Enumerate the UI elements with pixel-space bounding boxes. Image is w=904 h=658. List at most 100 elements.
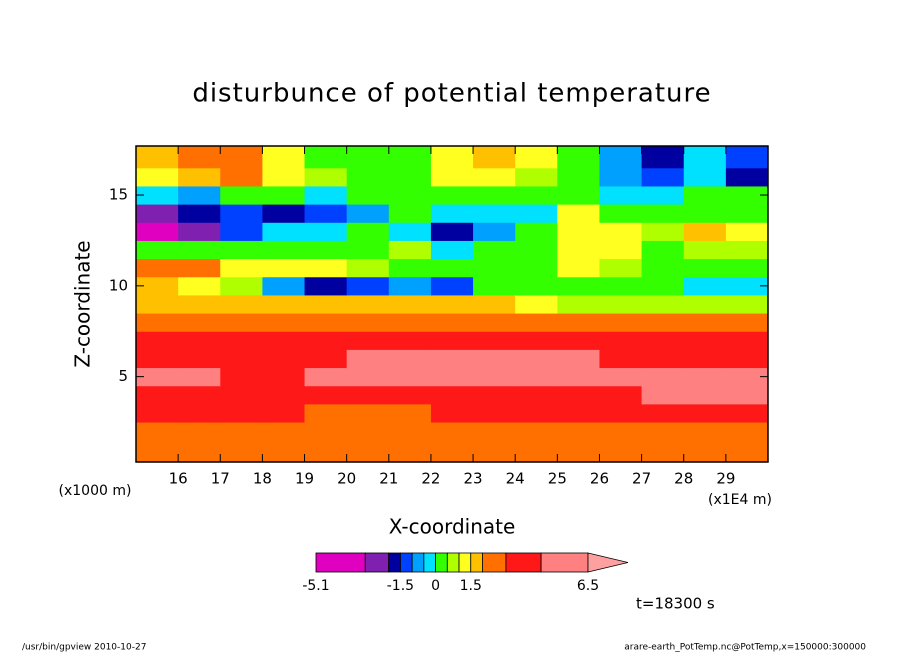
contour-cell	[346, 146, 390, 169]
contour-cell	[388, 294, 432, 314]
contour-cell	[346, 422, 390, 441]
contour-cell	[515, 385, 558, 405]
contour-cell	[136, 240, 179, 260]
contour-cell	[346, 167, 390, 187]
contour-cell	[220, 385, 263, 405]
contour-cell	[683, 185, 727, 205]
contour-cell	[178, 422, 221, 441]
contour-cell	[515, 367, 558, 387]
contour-cell	[178, 222, 221, 241]
contour-cell	[220, 204, 263, 223]
contour-cell	[304, 367, 348, 387]
contour-cell	[473, 313, 516, 332]
contour-cell	[304, 385, 348, 405]
colorbar-extension	[587, 552, 629, 573]
contour-cell	[641, 331, 685, 350]
contour-cell	[262, 403, 306, 423]
contour-cell	[136, 422, 179, 441]
contour-cell	[430, 185, 474, 205]
contour-cell	[388, 313, 432, 332]
x-unit: (x1E4 m)	[708, 492, 772, 508]
contour-cell	[304, 349, 348, 369]
contour-cell	[304, 440, 348, 463]
contour-cell	[599, 204, 643, 223]
contour-cell	[515, 204, 558, 223]
contour-cell	[136, 258, 179, 278]
contour-cell	[473, 440, 516, 463]
y-tick-label: 10	[109, 276, 128, 294]
contour-cell	[430, 204, 474, 223]
contour-cell	[725, 385, 769, 405]
contour-cell	[304, 403, 348, 423]
contour-cell	[136, 222, 179, 241]
contour-cell	[725, 313, 769, 332]
contour-cell	[430, 146, 474, 169]
contour-cell	[515, 294, 558, 314]
contour-cell	[599, 146, 643, 169]
colorbar-box	[505, 552, 542, 573]
contour-cell	[473, 367, 516, 387]
contour-cell	[599, 294, 643, 314]
contour-cell	[515, 349, 558, 369]
contour-cell	[220, 313, 263, 332]
contour-cell	[557, 240, 600, 260]
contour-cell	[473, 294, 516, 314]
x-tick-label: 26	[590, 470, 609, 488]
contour-cell	[641, 403, 685, 423]
contour-cell	[346, 258, 390, 278]
contour-cell	[599, 385, 643, 405]
contour-cell	[641, 294, 685, 314]
contour-cell	[136, 440, 179, 463]
contour-cell	[683, 385, 727, 405]
contour-cell	[178, 385, 221, 405]
contour-cell	[178, 367, 221, 387]
contour-cell	[725, 440, 769, 463]
contour-cell	[262, 331, 306, 350]
contour-cell	[725, 240, 769, 260]
contour-cell	[304, 313, 348, 332]
contour-cell	[178, 349, 221, 369]
contour-cell	[725, 331, 769, 350]
contour-cell	[388, 403, 432, 423]
contour-cell	[388, 240, 432, 260]
contour-cell	[473, 146, 516, 169]
y-tick-label: 5	[118, 367, 128, 385]
colorbar-box	[446, 552, 460, 573]
contour-cell	[473, 258, 516, 278]
contour-cell	[388, 385, 432, 405]
contour-cell	[346, 349, 390, 369]
contour-cell	[178, 313, 221, 332]
contour-cell	[557, 258, 600, 278]
contour-cell	[220, 294, 263, 314]
contour-cell	[599, 222, 643, 241]
contour-cell	[262, 385, 306, 405]
contour-cell	[178, 294, 221, 314]
contour-cell	[346, 185, 390, 205]
contour-cell	[136, 367, 179, 387]
contour-cell	[262, 222, 306, 241]
colorbar-label: -5.1	[302, 578, 329, 594]
contour-cell	[599, 367, 643, 387]
contour-cell	[430, 294, 474, 314]
contour-cell	[262, 349, 306, 369]
contour-cell	[725, 294, 769, 314]
contour-cell	[220, 403, 263, 423]
contour-cell	[430, 403, 474, 423]
contour-cell	[430, 167, 474, 187]
contour-cell	[683, 367, 727, 387]
contour-cell	[430, 385, 474, 405]
contour-cell	[599, 422, 643, 441]
contour-cell	[515, 313, 558, 332]
contour-cell	[430, 258, 474, 278]
colorbar-label: 1.5	[460, 578, 482, 594]
contour-cell	[641, 204, 685, 223]
contour-cell	[599, 276, 643, 296]
contour-cell	[515, 276, 558, 296]
contour-cell	[262, 440, 306, 463]
contour-cell	[136, 185, 179, 205]
contour-cell	[430, 349, 474, 369]
contour-cell	[178, 331, 221, 350]
contour-cell	[683, 349, 727, 369]
colorbar-box	[400, 552, 413, 573]
contour-cell	[346, 204, 390, 223]
